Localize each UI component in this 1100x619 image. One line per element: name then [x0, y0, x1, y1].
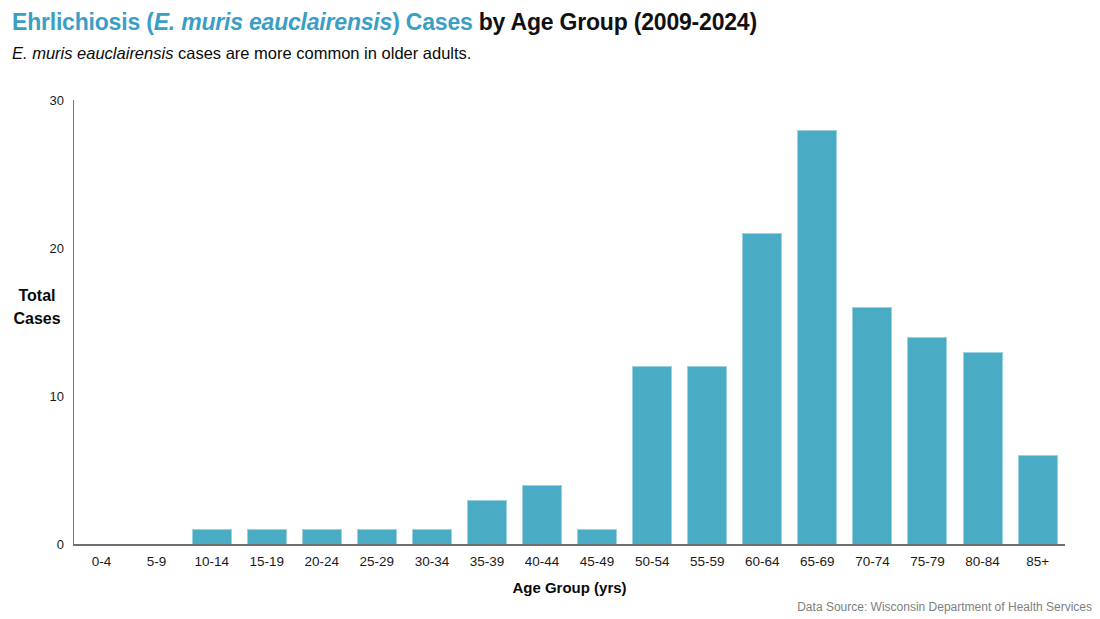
bar-slot	[900, 100, 955, 544]
bar-slot	[515, 100, 570, 544]
bar-slot	[845, 100, 900, 544]
x-tick-label: 30-34	[404, 554, 459, 569]
bar-40-44	[522, 485, 562, 544]
plot-area: 0 10 20 30 0-45-910-1415-1920-2425-2930-…	[73, 100, 1065, 546]
y-axis-title-line1: Total	[10, 284, 64, 307]
x-tick-label: 85+	[1010, 554, 1065, 569]
x-tick-label: 55-59	[680, 554, 735, 569]
x-tick-label: 40-44	[515, 554, 570, 569]
bar-slot	[349, 100, 404, 544]
bar-slot	[570, 100, 625, 544]
bar-50-54	[632, 366, 672, 544]
bar-slot	[735, 100, 790, 544]
x-axis-labels: 0-45-910-1415-1920-2425-2930-3435-3940-4…	[74, 554, 1065, 569]
y-axis-title: Total Cases	[10, 284, 64, 330]
bar-30-34	[412, 529, 452, 544]
bar-70-74	[852, 307, 892, 544]
title-dark-part: by Age Group (2009-2024)	[479, 9, 757, 35]
x-tick-label: 75-79	[900, 554, 955, 569]
x-tick-label: 5-9	[129, 554, 184, 569]
chart-subtitle: E. muris eauclairensis cases are more co…	[0, 37, 1100, 63]
x-tick-label: 35-39	[459, 554, 514, 569]
x-tick-label: 60-64	[735, 554, 790, 569]
bar-60-64	[742, 233, 782, 544]
subtitle-rest: cases are more common in older adults.	[173, 44, 471, 62]
bar-slot	[790, 100, 845, 544]
title-species-name: E. muris eauclairensis	[154, 9, 393, 35]
y-tick-30: 30	[24, 91, 64, 110]
y-tick-20: 20	[24, 239, 64, 258]
x-tick-label: 0-4	[74, 554, 129, 569]
bars-container	[74, 100, 1065, 544]
x-tick-label: 50-54	[625, 554, 680, 569]
x-tick-label: 65-69	[790, 554, 845, 569]
y-tick-0: 0	[24, 535, 64, 554]
bar-80-84	[963, 352, 1003, 544]
bar-slot	[459, 100, 514, 544]
bar-slot	[680, 100, 735, 544]
x-tick-label: 15-19	[239, 554, 294, 569]
x-tick-label: 20-24	[294, 554, 349, 569]
x-axis-title: Age Group (yrs)	[74, 579, 1065, 596]
title-accent-part2: ) Cases	[392, 9, 479, 35]
chart-figure: Ehrlichiosis (E. muris eauclairensis) Ca…	[0, 0, 1100, 619]
y-tick-10: 10	[24, 387, 64, 406]
bar-15-19	[247, 529, 287, 544]
y-axis-title-line2: Cases	[10, 307, 64, 330]
x-tick-label: 25-29	[349, 554, 404, 569]
bar-45-49	[577, 529, 617, 544]
x-tick-label: 45-49	[570, 554, 625, 569]
bar-slot	[1010, 100, 1065, 544]
bar-slot	[294, 100, 349, 544]
bar-slot	[74, 100, 129, 544]
bar-slot	[239, 100, 294, 544]
bar-slot	[129, 100, 184, 544]
x-tick-label: 80-84	[955, 554, 1010, 569]
chart-title: Ehrlichiosis (E. muris eauclairensis) Ca…	[0, 0, 1100, 37]
bar-75-79	[907, 337, 947, 544]
title-accent-part: Ehrlichiosis (	[12, 9, 154, 35]
x-tick-label: 70-74	[845, 554, 900, 569]
bar-65-69	[797, 130, 837, 544]
data-source: Data Source: Wisconsin Department of Hea…	[797, 600, 1092, 614]
bar-55-59	[687, 366, 727, 544]
bar-slot	[184, 100, 239, 544]
bar-slot	[955, 100, 1010, 544]
bar-20-24	[302, 529, 342, 544]
bar-35-39	[467, 500, 507, 544]
bar-85+	[1018, 455, 1058, 544]
x-tick-label: 10-14	[184, 554, 239, 569]
subtitle-species-name: E. muris eauclairensis	[12, 44, 173, 62]
bar-25-29	[357, 529, 397, 544]
bar-slot	[404, 100, 459, 544]
bar-slot	[625, 100, 680, 544]
bar-10-14	[192, 529, 232, 544]
